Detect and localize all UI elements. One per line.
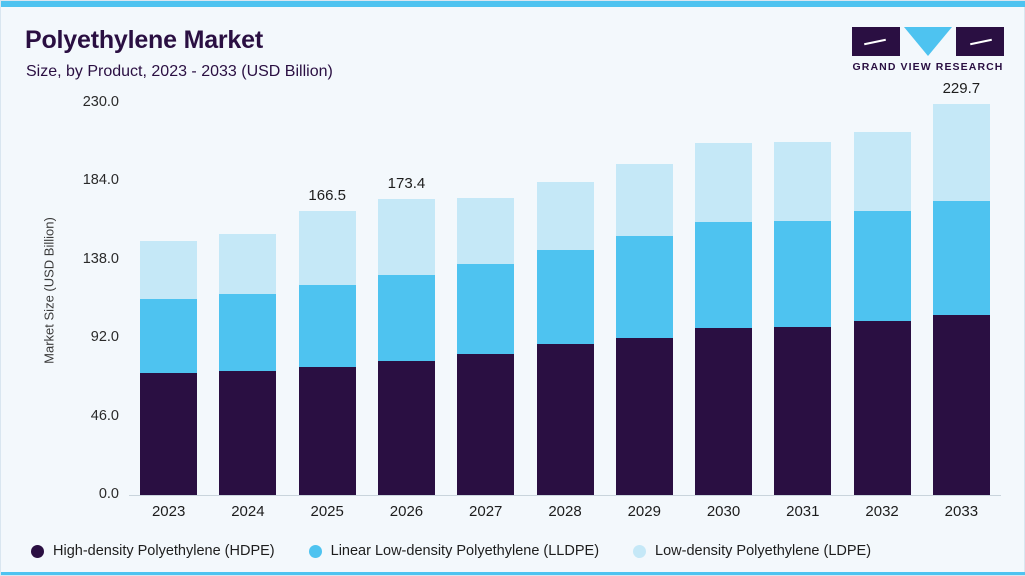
x-axis-tick: 2023 bbox=[151, 503, 186, 520]
x-axis-tick: 2032 bbox=[865, 503, 899, 520]
bar-segment[interactable] bbox=[298, 285, 356, 368]
legend-label: High-density Polyethylene (HDPE) bbox=[53, 543, 275, 559]
bar-segment[interactable] bbox=[377, 275, 435, 362]
logo-triangle-icon bbox=[904, 27, 952, 56]
legend-item[interactable]: Linear Low-density Polyethylene (LLDPE) bbox=[308, 543, 600, 559]
x-axis-tick: 2024 bbox=[231, 503, 265, 520]
y-axis-tick: 230.0 bbox=[82, 94, 119, 110]
bar-segment[interactable] bbox=[774, 327, 832, 495]
x-axis-tick: 2028 bbox=[548, 503, 582, 520]
plot-area: 2023 2024 166.5 2025 173.4 2026 2027 2028 2029 20… bbox=[129, 80, 1001, 520]
x-axis-tick: 2026 bbox=[389, 503, 424, 520]
bar-group[interactable] bbox=[774, 103, 832, 495]
chart-canvas: Market Size (USD Billion) 230.0 184.0 138.… bbox=[1, 80, 1025, 527]
bar-segment[interactable] bbox=[140, 373, 198, 495]
x-axis-tick: 2030 bbox=[706, 503, 741, 520]
x-axis-tick: 2029 bbox=[627, 503, 661, 520]
bar-group[interactable] bbox=[377, 103, 435, 495]
chart-header: Polyethylene Market Size, by Product, 20… bbox=[1, 7, 1025, 87]
bar-segment[interactable] bbox=[140, 299, 198, 374]
bottom-accent-bar bbox=[1, 572, 1025, 575]
y-axis-tick: 138.0 bbox=[82, 250, 119, 267]
bar-segment[interactable] bbox=[457, 264, 515, 354]
x-axis-tick: 2025 bbox=[310, 503, 344, 520]
bar-group[interactable] bbox=[219, 103, 277, 495]
bar-value-label: 166.5 bbox=[308, 187, 346, 205]
legend-color-dot-icon bbox=[633, 544, 647, 558]
bar-segment[interactable] bbox=[853, 131, 911, 212]
bar-segment[interactable] bbox=[774, 220, 832, 328]
bar-segment[interactable] bbox=[615, 235, 673, 339]
page-title: Polyethylene Market bbox=[25, 26, 263, 54]
chart-legend: High-density Polyethylene (HDPE) Linear L… bbox=[1, 531, 1025, 571]
bar-group[interactable] bbox=[932, 103, 990, 495]
bar-segment[interactable] bbox=[219, 370, 277, 495]
y-axis-tick: 184.0 bbox=[82, 172, 119, 189]
brand-logo: GRAND VIEW RESEARCH bbox=[852, 27, 1004, 79]
y-axis-tick: 46.0 bbox=[90, 407, 119, 424]
bar-value-label: 229.7 bbox=[942, 79, 981, 97]
bar-segment[interactable] bbox=[536, 249, 594, 345]
legend-color-dot-icon bbox=[31, 544, 44, 558]
bar-segment[interactable] bbox=[932, 315, 990, 495]
logo-text: GRAND VIEW RESEARCH bbox=[852, 61, 1004, 73]
bar-group[interactable] bbox=[853, 103, 911, 495]
legend-label: Linear Low-density Polyethylene (LLDPE) bbox=[330, 543, 600, 559]
bar-value-label: 173.4 bbox=[387, 175, 426, 193]
bar-segment[interactable] bbox=[695, 143, 753, 223]
bar-segment[interactable] bbox=[536, 344, 594, 495]
bar-segment[interactable] bbox=[298, 211, 356, 286]
bar-segment[interactable] bbox=[457, 197, 515, 265]
bar-group[interactable] bbox=[615, 103, 673, 495]
bar-segment[interactable] bbox=[774, 142, 832, 221]
bar-segment[interactable] bbox=[536, 182, 594, 250]
bar-segment[interactable] bbox=[219, 234, 277, 294]
bar-segment[interactable] bbox=[932, 201, 990, 316]
bar-segment[interactable] bbox=[853, 321, 911, 495]
bar-group[interactable] bbox=[536, 103, 594, 495]
page-subtitle: Size, by Product, 2023 - 2033 (USD Billi… bbox=[26, 63, 333, 80]
y-axis-tick: 92.0 bbox=[90, 329, 119, 346]
y-axis-tick: 0.0 bbox=[98, 486, 119, 502]
bar-group[interactable] bbox=[298, 103, 356, 495]
y-axis-ticks: 230.0 184.0 138.0 92.0 46.0 0.0 bbox=[53, 87, 119, 527]
bar-segment[interactable] bbox=[457, 353, 515, 495]
bar-group[interactable] bbox=[457, 103, 515, 495]
logo-marks bbox=[852, 27, 1004, 57]
bar-segment[interactable] bbox=[219, 293, 277, 371]
legend-item[interactable]: Low-density Polyethylene (LDPE) bbox=[633, 543, 871, 559]
bar-segment[interactable] bbox=[695, 222, 753, 328]
legend-item[interactable]: High-density Polyethylene (HDPE) bbox=[31, 543, 275, 559]
bar-segment[interactable] bbox=[377, 361, 435, 495]
bar-segment[interactable] bbox=[853, 211, 911, 322]
bar-segment[interactable] bbox=[615, 338, 673, 495]
bar-group[interactable] bbox=[695, 103, 753, 495]
legend-label: Low-density Polyethylene (LDPE) bbox=[655, 543, 872, 559]
bar-group[interactable] bbox=[140, 103, 198, 495]
x-axis-tick: 2027 bbox=[469, 503, 503, 520]
bar-segment[interactable] bbox=[695, 327, 753, 495]
bar-segment[interactable] bbox=[932, 103, 990, 201]
top-accent-bar bbox=[1, 1, 1025, 7]
bar-segment[interactable] bbox=[298, 367, 356, 495]
x-axis-tick: 2033 bbox=[944, 503, 979, 520]
x-axis-tick: 2031 bbox=[786, 503, 820, 520]
bar-segment[interactable] bbox=[377, 199, 435, 276]
legend-color-dot-icon bbox=[308, 544, 322, 558]
bar-segment[interactable] bbox=[615, 164, 673, 236]
x-axis-line bbox=[129, 495, 1001, 496]
bar-segment[interactable] bbox=[140, 241, 198, 299]
